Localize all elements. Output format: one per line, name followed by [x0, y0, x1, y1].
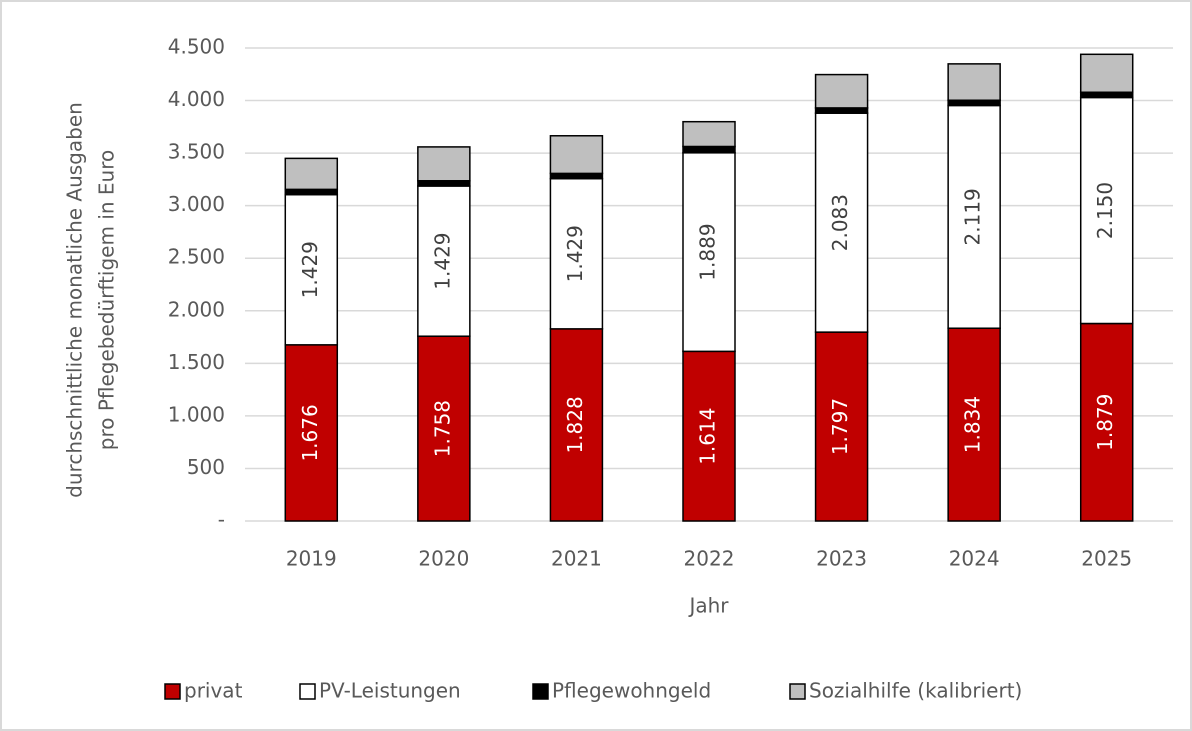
bar-segment: [814, 112, 869, 333]
x-tick-label: 2023: [816, 547, 867, 571]
data-label: 1.758: [430, 400, 454, 457]
x-axis-label: Jahr: [687, 594, 729, 618]
legend-label: Sozialhilfe (kalibriert): [809, 679, 1022, 703]
data-label: 2.083: [828, 194, 852, 251]
legend-label: Pflegewohngeld: [552, 679, 711, 703]
bar-segment: [814, 331, 869, 522]
bar-segment: [417, 146, 471, 182]
bar-segment: [947, 327, 1001, 522]
y-tick-label: 1.500: [168, 350, 225, 374]
data-label: 1.797: [828, 398, 852, 455]
bar-segment: [947, 104, 1001, 329]
bar-segment: [814, 73, 869, 109]
bar-segment: [284, 193, 339, 346]
legend-label: privat: [184, 679, 243, 703]
y-tick-label: 1.000: [168, 402, 225, 426]
legend-label: PV-Leistungen: [319, 679, 461, 703]
data-label: 1.429: [298, 241, 322, 298]
data-label: 1.834: [961, 396, 985, 453]
data-label: 1.889: [696, 223, 720, 280]
data-label: 1.429: [563, 225, 587, 282]
y-tick-label: -: [218, 508, 225, 532]
bar-segment: [284, 188, 339, 196]
y-axis-label: durchschnittliche monatliche Ausgaben: [63, 102, 87, 498]
bar-segment: [549, 328, 604, 522]
bar-segment: [1079, 91, 1134, 99]
y-tick-label: 2.000: [168, 297, 225, 321]
y-axis-label: pro Pflegebedürftigem in Euro: [95, 150, 119, 450]
bar-segment: [417, 335, 471, 522]
y-tick-label: 4.000: [168, 87, 225, 111]
bar-segment: [284, 344, 339, 522]
bar-segment: [284, 157, 339, 191]
bar-segment: [814, 107, 869, 114]
bar-segment: [947, 63, 1001, 101]
legend-swatch: [532, 683, 549, 700]
data-label: 2.119: [961, 188, 985, 245]
data-label: 1.879: [1093, 394, 1117, 451]
data-label: 1.429: [430, 232, 454, 289]
legend-swatch: [299, 683, 316, 700]
bar-segment: [549, 172, 604, 180]
data-label: 2.150: [1093, 182, 1117, 239]
y-tick-label: 2.500: [168, 245, 225, 269]
x-tick-label: 2021: [551, 547, 602, 571]
bar-segment: [1079, 53, 1134, 94]
bar-segment: [549, 135, 604, 175]
x-tick-label: 2022: [684, 547, 735, 571]
bar-segment: [682, 350, 736, 522]
y-tick-label: 3.000: [168, 192, 225, 216]
bar-segment: [417, 185, 471, 337]
bar-segment: [682, 152, 736, 353]
bar-segment: [417, 180, 471, 187]
legend-swatch: [164, 683, 181, 700]
data-label: 1.828: [563, 396, 587, 453]
bar-segment: [947, 99, 1001, 107]
bar-segment: [682, 145, 736, 154]
x-tick-label: 2019: [286, 547, 337, 571]
x-tick-label: 2020: [418, 547, 469, 571]
x-tick-label: 2025: [1081, 547, 1132, 571]
data-label: 1.676: [298, 404, 322, 461]
bar-segment: [682, 120, 736, 148]
data-label: 1.614: [696, 408, 720, 465]
legend-swatch: [789, 683, 806, 700]
bar-segment: [549, 177, 604, 330]
y-tick-label: 4.500: [168, 35, 225, 59]
y-tick-label: 500: [187, 455, 225, 479]
y-tick-label: 3.500: [168, 140, 225, 164]
x-tick-label: 2024: [949, 547, 1000, 571]
